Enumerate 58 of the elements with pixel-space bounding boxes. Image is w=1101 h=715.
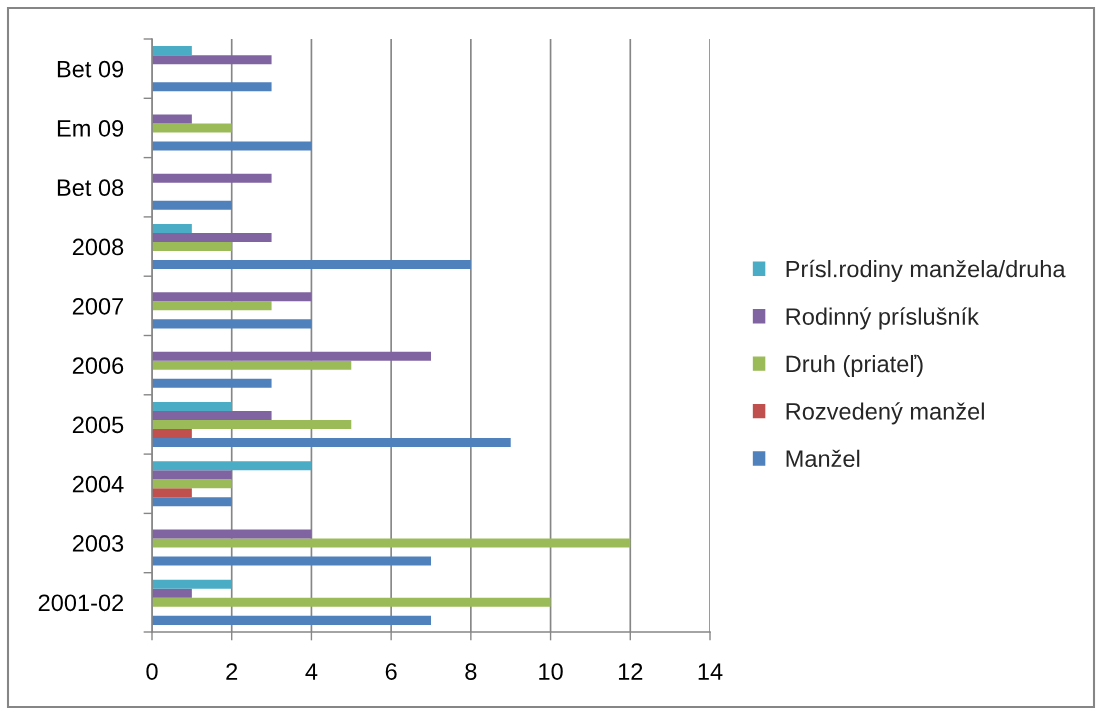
- y-tick-label: Bet 09: [57, 60, 124, 78]
- legend-label: Rodinný príslušník: [786, 307, 979, 330]
- y-tick-label: 2001-02: [38, 594, 124, 612]
- bar: [152, 401, 232, 411]
- bar: [152, 123, 232, 133]
- y-tick-label: 2003: [72, 535, 124, 552]
- legend-label: Prísl.rodiny manžela/druha: [786, 259, 1066, 283]
- bar: [152, 556, 431, 566]
- bar: [152, 301, 272, 311]
- bar: [152, 360, 352, 370]
- bar: [152, 319, 312, 329]
- y-tick-label: 2008: [72, 238, 124, 256]
- x-tick-label: 14: [698, 663, 723, 680]
- bar: [152, 224, 192, 234]
- bar: [152, 351, 431, 361]
- y-tick-label: 2004: [72, 475, 124, 493]
- y-tick-label: 2005: [72, 416, 124, 434]
- bar: [152, 141, 312, 151]
- legend-label: Manžel: [786, 449, 860, 468]
- x-tick-label: 4: [305, 663, 318, 680]
- bar: [152, 233, 272, 243]
- x-tick-label: 2: [226, 663, 238, 680]
- bar: [152, 479, 232, 489]
- x-tick-label: 6: [385, 663, 397, 680]
- x-tick-label: 8: [465, 663, 477, 680]
- y-tick-label: 2006: [72, 357, 124, 374]
- bar: [152, 538, 631, 548]
- x-tick-label: 0: [146, 663, 158, 680]
- x-tick-label: 10: [539, 663, 563, 680]
- legend-label: Druh (priateľ): [786, 354, 923, 377]
- bar: [152, 529, 312, 539]
- bar: [152, 378, 272, 388]
- bar: [152, 615, 431, 625]
- bar: [152, 200, 232, 210]
- y-tick-label: 2007: [72, 297, 124, 315]
- bar: [152, 46, 192, 56]
- bar: [152, 597, 551, 607]
- bar: [152, 588, 192, 598]
- bar: [152, 579, 232, 589]
- bar: [152, 82, 272, 92]
- y-tick-label: Bet 08: [57, 179, 124, 197]
- bar: [152, 470, 232, 480]
- bar: [152, 55, 272, 65]
- bar: [152, 428, 192, 438]
- bar: [152, 410, 272, 420]
- x-tick-label: 12: [618, 663, 643, 680]
- bar: [152, 497, 232, 507]
- bar: [152, 292, 312, 302]
- y-tick-label: Em 09: [57, 120, 124, 137]
- bar: [152, 437, 511, 447]
- bar: [152, 461, 312, 471]
- bar: [152, 114, 192, 124]
- legend-label: Rozvedený manžel: [786, 402, 984, 425]
- bar: [152, 419, 352, 429]
- bar: [152, 242, 232, 252]
- bar: [152, 488, 192, 498]
- bar: [152, 173, 272, 183]
- bar: [152, 260, 471, 270]
